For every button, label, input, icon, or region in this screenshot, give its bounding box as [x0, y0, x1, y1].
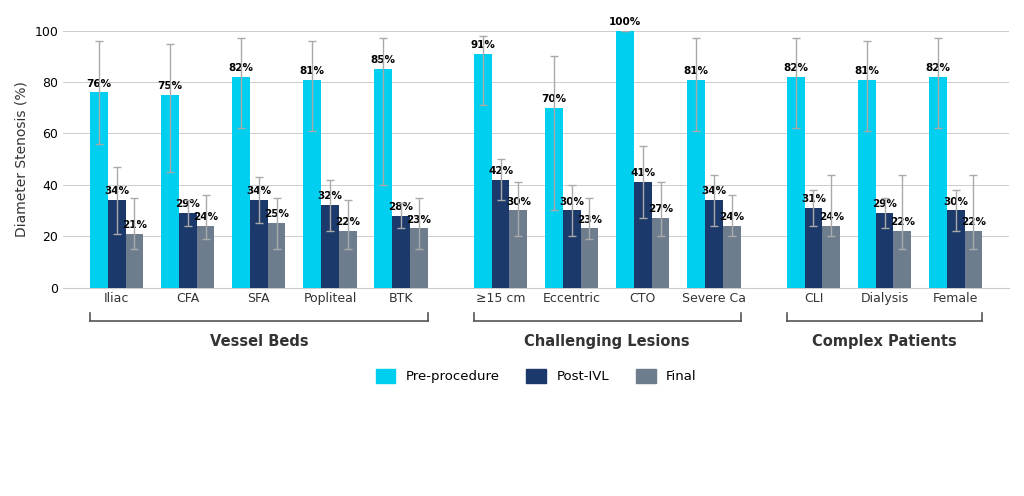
- Bar: [197, 226, 214, 288]
- Bar: [563, 210, 581, 288]
- Bar: [510, 210, 527, 288]
- Text: 30%: 30%: [559, 196, 585, 207]
- Text: 27%: 27%: [648, 204, 673, 214]
- Text: 25%: 25%: [264, 209, 289, 219]
- Text: 82%: 82%: [228, 63, 254, 73]
- Bar: [250, 200, 267, 288]
- Bar: [805, 208, 822, 288]
- Text: 34%: 34%: [701, 186, 726, 196]
- Y-axis label: Diameter Stenosis (%): Diameter Stenosis (%): [15, 81, 29, 237]
- Text: 22%: 22%: [961, 217, 986, 227]
- Bar: [545, 108, 563, 288]
- Text: 29%: 29%: [872, 199, 897, 209]
- Bar: [894, 231, 911, 288]
- Text: Challenging Lesions: Challenging Lesions: [524, 334, 690, 349]
- Legend: Pre-procedure, Post-IVL, Final: Pre-procedure, Post-IVL, Final: [371, 364, 702, 389]
- Bar: [705, 200, 723, 288]
- Text: 22%: 22%: [335, 217, 360, 227]
- Bar: [687, 79, 705, 288]
- Text: 70%: 70%: [542, 94, 566, 104]
- Text: 31%: 31%: [801, 194, 826, 204]
- Bar: [339, 231, 356, 288]
- Text: 81%: 81%: [300, 65, 325, 76]
- Text: 22%: 22%: [890, 217, 914, 227]
- Bar: [822, 226, 840, 288]
- Bar: [492, 180, 510, 288]
- Text: 100%: 100%: [609, 17, 641, 27]
- Bar: [267, 223, 286, 288]
- Text: 24%: 24%: [719, 212, 744, 222]
- Text: 24%: 24%: [193, 212, 218, 222]
- Text: 21%: 21%: [122, 220, 146, 230]
- Bar: [947, 210, 965, 288]
- Text: 23%: 23%: [407, 215, 431, 225]
- Bar: [634, 182, 651, 288]
- Text: 24%: 24%: [818, 212, 844, 222]
- Bar: [179, 213, 197, 288]
- Bar: [126, 234, 143, 288]
- Text: 28%: 28%: [388, 202, 414, 212]
- Bar: [723, 226, 740, 288]
- Text: 82%: 82%: [783, 63, 808, 73]
- Bar: [581, 229, 598, 288]
- Text: 76%: 76%: [86, 78, 112, 88]
- Text: 30%: 30%: [943, 196, 968, 207]
- Bar: [651, 218, 670, 288]
- Bar: [410, 229, 428, 288]
- Bar: [929, 77, 947, 288]
- Bar: [616, 31, 634, 288]
- Text: 34%: 34%: [104, 186, 129, 196]
- Bar: [474, 54, 492, 288]
- Text: 34%: 34%: [246, 186, 271, 196]
- Bar: [375, 69, 392, 288]
- Bar: [232, 77, 250, 288]
- Bar: [108, 200, 126, 288]
- Bar: [303, 79, 322, 288]
- Bar: [392, 216, 410, 288]
- Text: 75%: 75%: [158, 81, 182, 91]
- Text: Vessel Beds: Vessel Beds: [210, 334, 308, 349]
- Text: 91%: 91%: [470, 40, 496, 50]
- Bar: [161, 95, 179, 288]
- Bar: [322, 205, 339, 288]
- Text: 85%: 85%: [371, 56, 395, 65]
- Bar: [858, 79, 876, 288]
- Text: 23%: 23%: [577, 215, 602, 225]
- Bar: [90, 92, 108, 288]
- Text: 81%: 81%: [684, 65, 709, 76]
- Text: 41%: 41%: [630, 168, 655, 179]
- Text: Complex Patients: Complex Patients: [812, 334, 957, 349]
- Bar: [965, 231, 982, 288]
- Bar: [876, 213, 894, 288]
- Text: 29%: 29%: [175, 199, 200, 209]
- Text: 32%: 32%: [317, 191, 342, 201]
- Text: 81%: 81%: [854, 65, 880, 76]
- Text: 82%: 82%: [926, 63, 950, 73]
- Text: 42%: 42%: [488, 166, 513, 176]
- Text: 30%: 30%: [506, 196, 530, 207]
- Bar: [786, 77, 805, 288]
